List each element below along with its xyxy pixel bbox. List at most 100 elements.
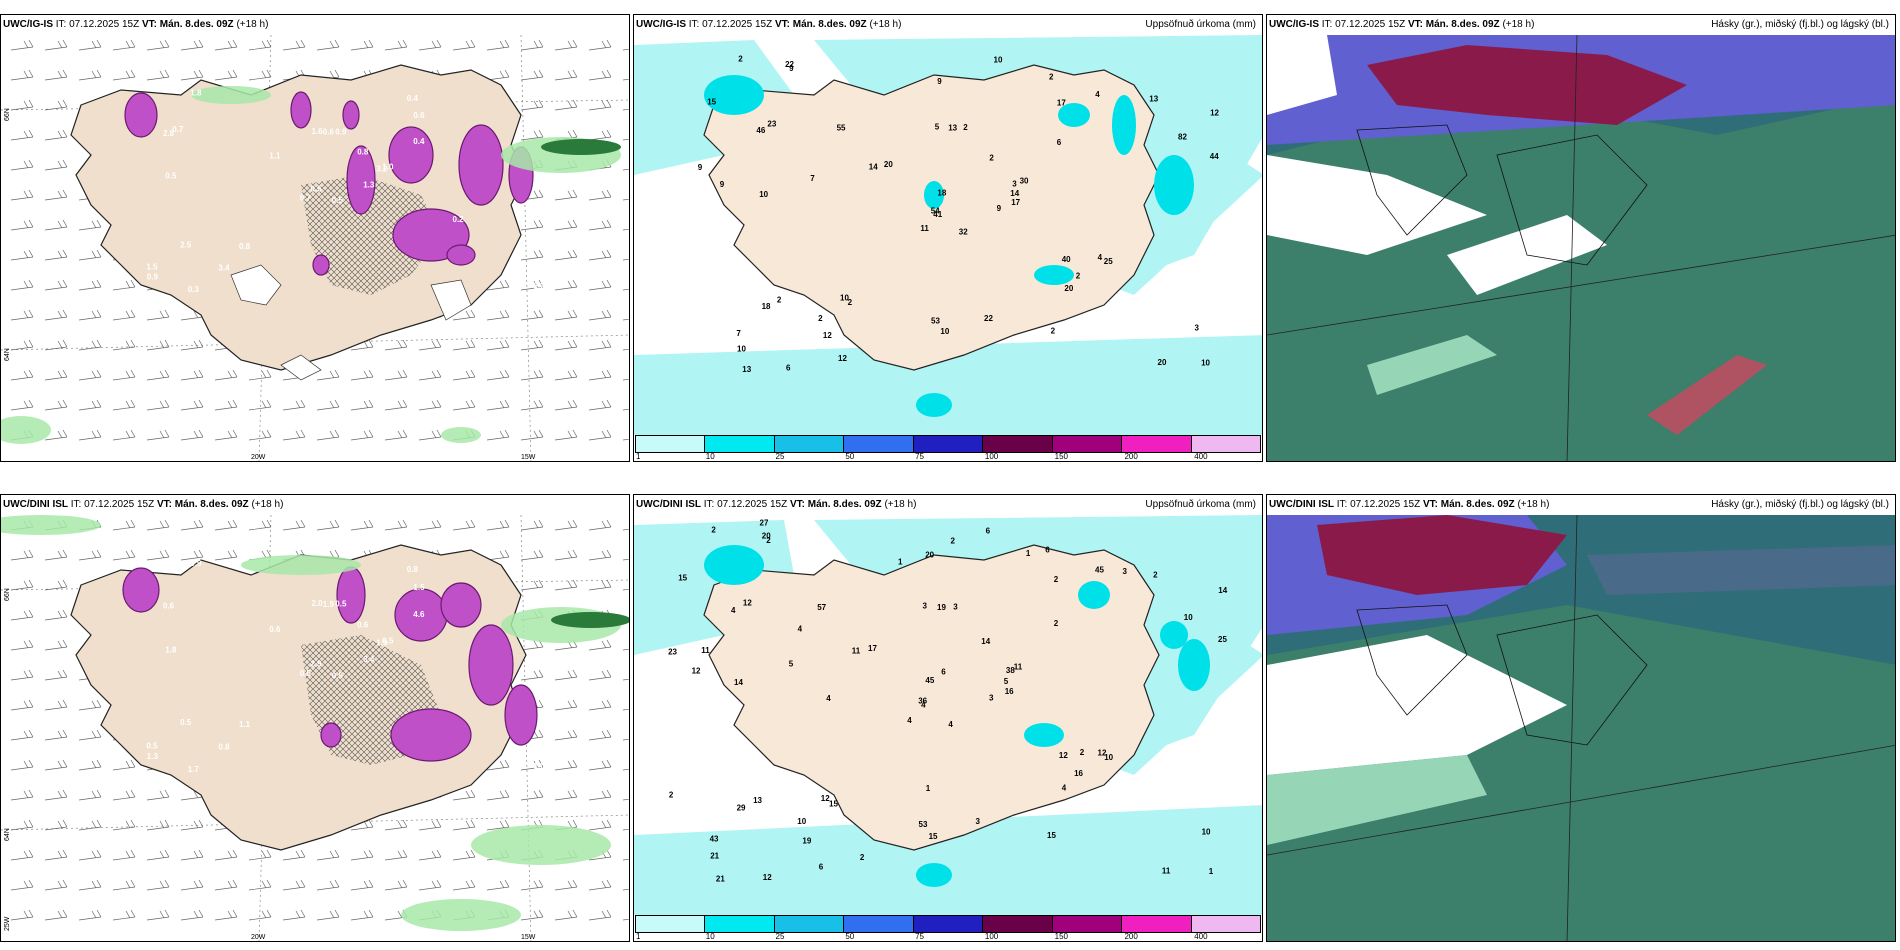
value-label: 0.5 [180, 718, 192, 727]
value-label: 14 [1218, 586, 1227, 595]
wind-barb [588, 819, 612, 831]
value-label: 1.9 [323, 600, 335, 609]
wind-barb [622, 48, 629, 51]
value-label: 10 [737, 344, 746, 353]
wind-barb [486, 759, 510, 771]
wind-barb [180, 819, 204, 831]
value-label: 13 [948, 124, 957, 133]
wind-barb [10, 99, 34, 111]
wind-barb [44, 909, 68, 921]
value-label: 20 [884, 160, 893, 169]
value-label: 1.1 [269, 152, 281, 161]
wind-barb [44, 39, 68, 51]
value-label: 0.3 [188, 285, 200, 294]
panel-ig-precip: UWC/IG-IS IT: 07.12.2025 15Z VT: Mán. 8.… [633, 14, 1263, 462]
wind-barb [112, 309, 136, 321]
wind-barb [180, 69, 204, 81]
value-label: 1.5 [413, 583, 425, 592]
value-label: 6 [1057, 138, 1062, 147]
value-label: 6 [819, 862, 824, 871]
legend-label: 75 [915, 452, 925, 461]
value-label: 0.8 [218, 743, 230, 752]
wind-barb [44, 399, 68, 411]
wind-barb [78, 429, 102, 441]
wind-barb [554, 279, 578, 291]
value-label: 0.6 [413, 111, 425, 120]
cloud-map [1267, 35, 1895, 461]
value-label: 16 [1005, 687, 1014, 696]
wind-barb [554, 69, 578, 81]
panel-header: UWC/IG-IS IT: 07.12.2025 15Z VT: Mán. 8.… [3, 19, 269, 30]
panel-header: UWC/DINI ISL IT: 07.12.2025 15Z VT: Mán.… [636, 499, 1256, 510]
wind-barb [214, 69, 238, 81]
wind-barb [78, 219, 102, 231]
wind-barb [10, 279, 34, 291]
legend-swatch [983, 916, 1053, 932]
cloud-map [1267, 515, 1895, 941]
panel-dini-wind: UWC/DINI ISL IT: 07.12.2025 15Z VT: Mán.… [0, 494, 630, 942]
wind-barb [146, 399, 170, 411]
value-label: 22 [984, 314, 993, 323]
wind-barb [146, 369, 170, 381]
value-label: 1 [926, 784, 931, 793]
value-label: 2 [1076, 271, 1081, 280]
value-label: 10 [840, 293, 849, 302]
value-label: 0.5 [146, 741, 158, 750]
value-label: 54 [931, 207, 940, 216]
panel-dini-precip: UWC/DINI ISL IT: 07.12.2025 15Z VT: Mán.… [633, 494, 1263, 942]
wind-barb [10, 249, 34, 261]
value-label: 17 [1057, 99, 1066, 108]
wind-barb [78, 729, 102, 741]
wind-barb [78, 339, 102, 351]
value-label: 2 [777, 295, 782, 304]
value-label: 2 [1051, 326, 1056, 335]
wind-barb [622, 138, 629, 141]
legend-swatch [705, 916, 775, 932]
value-label: 9 [997, 204, 1002, 213]
wind-barb [10, 369, 34, 381]
wind-barb [78, 369, 102, 381]
wind-barb [214, 519, 238, 531]
wind-barb [78, 309, 102, 321]
value-label: 10 [1202, 828, 1211, 837]
wind-barb [520, 39, 544, 51]
value-label: 2 [1054, 619, 1059, 628]
wind-barb [622, 768, 629, 771]
wind-barb [248, 39, 272, 51]
wind-barb [520, 129, 544, 141]
value-label: 2 [818, 314, 823, 323]
wind-barb [486, 279, 510, 291]
legend-label: 75 [915, 932, 925, 941]
value-label: 12 [1210, 109, 1219, 118]
wind-barb [622, 378, 629, 381]
value-label: 0.5 [310, 184, 322, 193]
lat-label-64n: 64N [4, 348, 11, 361]
wind-barb [214, 849, 238, 861]
value-label: 15 [1047, 831, 1056, 840]
panel-header: UWC/IG-IS IT: 07.12.2025 15Z VT: Mán. 8.… [636, 19, 1256, 30]
wind-barb [520, 429, 544, 441]
wind-barb [112, 849, 136, 861]
wind-barb [112, 519, 136, 531]
wind-barb [10, 399, 34, 411]
legend-label: 400 [1194, 932, 1208, 941]
wind-barb [214, 39, 238, 51]
wind-barb [180, 429, 204, 441]
value-label: 36 [918, 697, 927, 706]
wind-barb [486, 39, 510, 51]
wind-barb [44, 429, 68, 441]
value-label: 1.8 [165, 646, 177, 655]
value-label: 2.8 [163, 129, 175, 138]
value-label: 4 [1095, 90, 1100, 99]
value-label: 2.0 [312, 599, 324, 608]
legend-swatch [1052, 436, 1123, 452]
wind-barb [10, 669, 34, 681]
wind-barb [520, 339, 544, 351]
wind-barb [180, 399, 204, 411]
wind-barb [78, 399, 102, 411]
panel-ig-cloud: UWC/IG-IS IT: 07.12.2025 15Z VT: Mán. 8.… [1266, 14, 1896, 462]
value-label: 38 [1006, 666, 1015, 675]
wind-barb [622, 558, 629, 561]
wind-barb [10, 579, 34, 591]
value-label: 3 [976, 817, 981, 826]
